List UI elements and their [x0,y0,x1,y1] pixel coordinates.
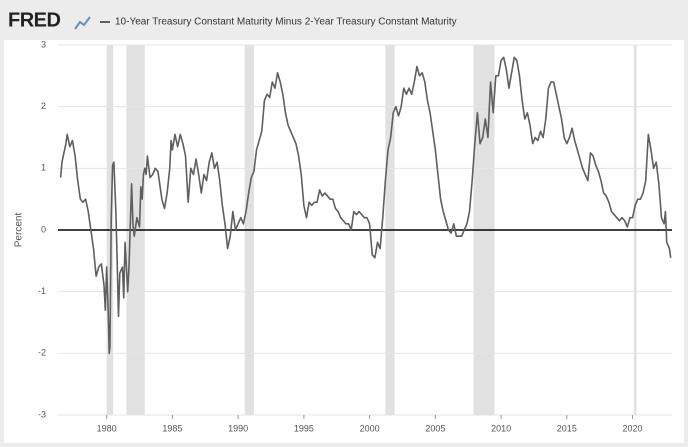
legend-label: 10-Year Treasury Constant Maturity Minus… [115,17,457,28]
x-tick-label: 2000 [360,423,380,433]
y-tick-label: 1 [41,163,46,173]
x-tick-label: 1985 [162,423,182,433]
series-line [59,56,672,355]
x-tick-label: 1990 [228,423,248,433]
y-tick-label: -2 [38,348,46,358]
y-tick-label: 0 [41,224,46,234]
plot-background [4,40,684,443]
x-tick-label: 1980 [97,423,117,433]
x-tick-label: 2015 [557,423,577,433]
logo: FRED [8,9,61,31]
y-tick-label: 2 [41,101,46,111]
x-tick-label: 1995 [294,423,314,433]
x-tick-label: 2010 [491,423,511,433]
y-tick-label: -3 [38,409,46,419]
y-tick-label: -1 [38,286,46,296]
x-tick-label: 2005 [425,423,445,433]
y-axis-label: Percent [14,213,25,248]
x-tick-label: 2020 [623,423,643,433]
logo-icon [74,16,91,30]
y-tick-label: 3 [41,39,46,49]
